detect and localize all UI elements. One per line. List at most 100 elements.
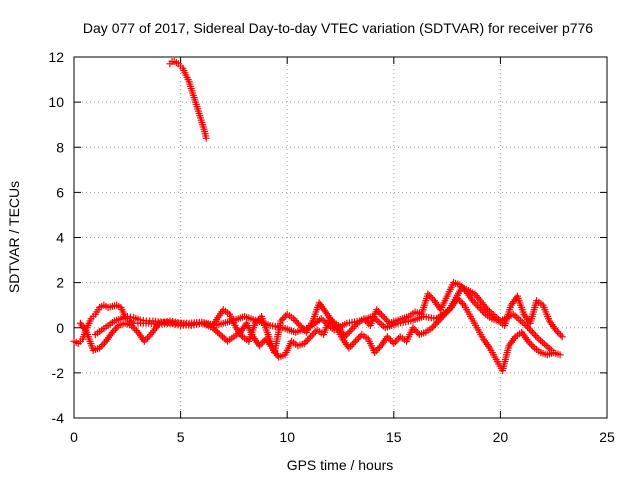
chart-title: Day 077 of 2017, Sidereal Day-to-day VTE… [83,20,593,36]
data-point [530,330,538,338]
data-point [557,331,565,339]
x-tick-label: 10 [279,429,295,445]
data-point [478,307,486,315]
data-point [524,337,532,345]
y-tick-label: 6 [56,184,64,200]
y-tick-label: -4 [52,410,65,426]
data-point [352,321,360,329]
data-point [113,323,121,331]
data-point [475,303,483,311]
data-point [212,327,220,335]
data-point [376,319,384,327]
data-point [382,316,390,324]
data-point [540,340,548,348]
data-point [371,349,379,357]
data-point [302,338,310,346]
data-point [427,293,435,301]
y-tick-label: 8 [56,139,64,155]
data-point [522,321,530,329]
x-axis-label: GPS time / hours [287,457,394,473]
x-tick-label: 5 [177,429,185,445]
data-point [524,323,532,331]
data-point [355,334,363,342]
data-point [537,337,545,345]
y-tick-label: 2 [56,275,64,291]
data-point [383,333,391,341]
data-point [459,299,467,307]
data-point [393,336,401,344]
data-point [515,315,523,323]
data-point [108,328,116,336]
data-point [290,315,298,323]
data-point [202,134,210,142]
x-tick-label: 15 [386,429,402,445]
y-tick-label: 12 [48,49,64,65]
data-point [381,314,389,322]
data-point [310,329,318,337]
data-point [390,340,398,348]
data-point [374,307,382,315]
data-point [527,327,535,335]
data-point [480,309,488,317]
data-point [217,331,225,339]
data-point [548,346,556,354]
data-point [409,324,417,332]
data-point [145,332,153,340]
data-point [220,334,228,342]
data-point [280,314,288,322]
data-point [293,318,301,326]
data-point [457,298,465,306]
data-point [556,351,564,359]
x-tick-label: 25 [599,429,615,445]
data-point [472,300,480,308]
data-point [96,344,104,352]
data-point [349,324,357,332]
data-point [535,335,543,343]
data-point [469,297,477,305]
data-point [378,311,386,319]
data-point [350,339,358,347]
data-points [70,58,566,375]
data-point [140,337,148,345]
data-point [379,312,387,320]
data-point [347,342,355,350]
data-point [374,345,382,353]
plot-frame [73,56,608,419]
data-point [542,341,550,349]
data-point [214,328,222,336]
data-point [307,333,315,341]
data-point [308,331,316,339]
y-tick-label: -2 [52,365,65,381]
data-point [373,306,381,314]
data-point [303,336,311,344]
data-point [555,329,563,337]
data-point [291,316,299,324]
axis-tick-labels: 0 5 10 15 20 25 -4 -2 0 2 4 6 8 10 12 [48,49,615,445]
data-point [385,334,393,342]
data-point [215,330,223,338]
data-point [372,347,380,355]
axis-ticks [73,56,608,419]
y-axis-label: SDTVAR / TECUs [6,181,22,293]
data-point [431,320,439,328]
data-point [257,340,265,348]
data-point [144,334,152,342]
grid-lines [74,57,607,418]
data-point [110,327,118,335]
data-point [526,339,534,347]
data-point [553,328,561,336]
data-point [348,341,356,349]
data-point [470,298,478,306]
data-point [411,325,419,333]
data-point [128,321,136,329]
data-point [387,336,395,344]
data-point [294,320,302,328]
data-point [277,317,285,325]
data-point [546,345,554,353]
x-tick-label: 0 [70,429,78,445]
data-point [347,326,355,334]
data-point [544,343,552,351]
data-point [353,336,361,344]
data-point [97,342,105,350]
